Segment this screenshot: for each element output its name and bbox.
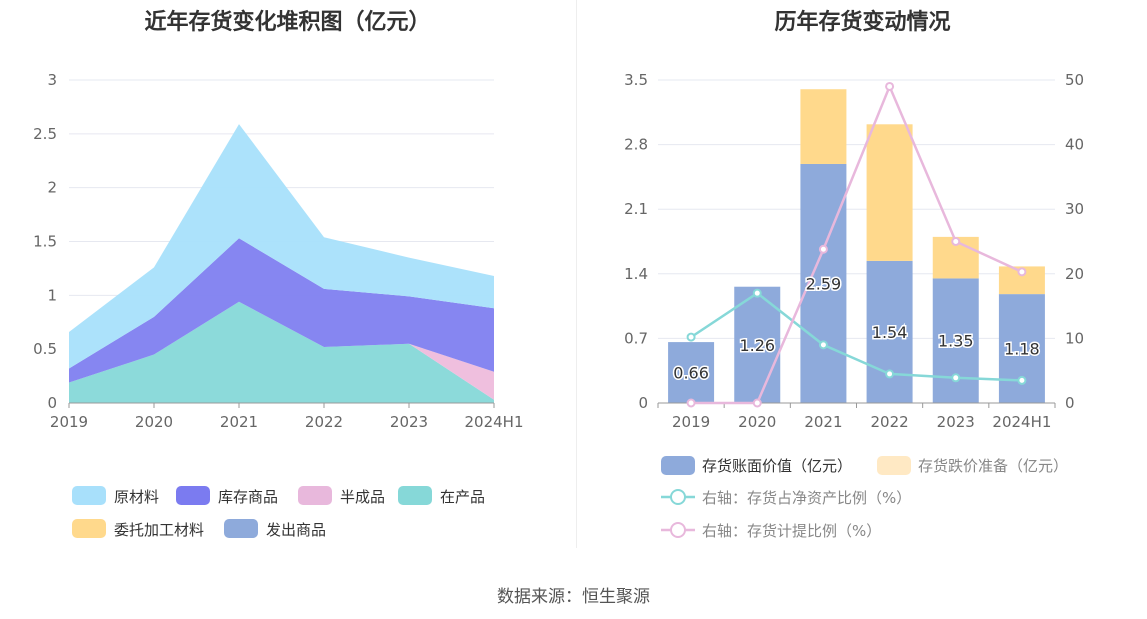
ratio-line-point (951, 237, 961, 246)
left-legend-swatch (298, 486, 332, 505)
right-y-tick-label: 0 (638, 394, 648, 412)
right-chart-title: 历年存货变动情况 (774, 10, 951, 35)
ratio-line (691, 83, 1023, 405)
right-y-tick-label: 3.5 (624, 71, 648, 89)
left-y-tick-label: 3 (47, 71, 57, 89)
area-series (69, 124, 494, 369)
ratio-line-point (752, 288, 762, 298)
bar-impairment (866, 124, 913, 261)
right-y-tick-label: 0.7 (624, 329, 648, 347)
right-legend-label: 右轴：存货占净资产比例（%） (702, 489, 911, 507)
right-y-tick-label: 1.4 (624, 265, 648, 283)
right-legend-label: 右轴：存货计提比例（%） (702, 522, 881, 540)
bar-value-label: 1.26 (739, 336, 775, 355)
left-legend-swatch (72, 519, 106, 538)
left-legend-label: 发出商品 (266, 521, 326, 539)
right-y2-tick-label: 50 (1065, 71, 1084, 89)
ratio-line-point (1017, 375, 1027, 385)
charts-canvas: 0 0.5 1 1.5 2 2.5 3 2019 2020 2021 2022 2023 2024H1 原… (33, 71, 1084, 540)
ratio-line (690, 291, 1022, 382)
left-x-tick-label: 2020 (135, 413, 173, 431)
area-series (69, 238, 494, 383)
right-y2-tick-label: 10 (1065, 329, 1084, 347)
ratio-line-point (885, 81, 895, 91)
right-x-tick-label: 2019 (672, 413, 710, 431)
bar-value-label: 1.35 (938, 332, 974, 351)
left-x-tick-label: 2021 (220, 413, 258, 431)
left-x-tick-label: 2019 (50, 413, 88, 431)
left-legend-label: 库存商品 (218, 488, 278, 506)
ratio-line-point (752, 398, 762, 408)
left-x-tick-label: 2022 (305, 413, 343, 431)
left-legend-label: 原材料 (114, 488, 159, 506)
right-legend-swatch (661, 456, 695, 475)
bar-book-value (668, 342, 715, 403)
right-y2-tick-label: 0 (1065, 394, 1075, 412)
right-y2-tick-label: 20 (1065, 265, 1084, 283)
bar-value-label: 0.66 (673, 364, 709, 383)
ratio-line-point (818, 244, 828, 254)
left-legend-swatch (72, 486, 106, 505)
right-x-tick-label: 2022 (870, 413, 908, 431)
left-y-tick-label: 0 (47, 394, 57, 412)
bar-impairment (800, 89, 847, 164)
right-x-tick-label: 2020 (738, 413, 776, 431)
right-y-tick-label: 2.1 (624, 200, 648, 218)
right-x-tick-label: 2021 (804, 413, 842, 431)
ratio-line-point (1017, 267, 1027, 277)
right-y2-tick-label: 40 (1065, 136, 1084, 154)
bar-value-label: 2.59 (806, 274, 842, 293)
left-y-tick-label: 2 (47, 179, 57, 197)
data-source: 数据来源：恒生聚源 (497, 587, 650, 607)
left-legend-label: 委托加工材料 (114, 521, 204, 539)
right-legend-marker (670, 489, 686, 505)
bar-value-label: 1.54 (872, 323, 908, 342)
left-legend-swatch (398, 486, 432, 505)
left-y-tick-label: 0.5 (33, 340, 57, 358)
left-legend-label: 半成品 (340, 488, 385, 506)
right-legend-marker (670, 522, 686, 538)
panel-divider (576, 0, 577, 548)
left-legend-swatch (224, 519, 258, 538)
right-legend-swatch (877, 456, 911, 475)
left-x-tick-label: 2023 (390, 413, 428, 431)
bar-value-label: 1.18 (1004, 340, 1040, 359)
left-y-tick-label: 2.5 (33, 125, 57, 143)
left-x-tick-label: 2024H1 (465, 413, 524, 431)
ratio-line-point (818, 340, 828, 350)
left-legend-swatch (176, 486, 210, 505)
left-chart-title: 近年存货变化堆积图（亿元） (144, 10, 431, 35)
bar-book-value (866, 260, 913, 403)
right-y2-tick-label: 30 (1065, 200, 1084, 218)
left-y-tick-label: 1 (47, 286, 57, 304)
left-y-tick-label: 1.5 (33, 233, 57, 251)
ratio-line-point (686, 398, 696, 408)
right-y-tick-label: 2.8 (624, 136, 648, 154)
right-x-tick-label: 2024H1 (992, 413, 1051, 431)
left-legend-label: 在产品 (440, 488, 485, 506)
ratio-line-point (885, 369, 895, 379)
ratio-line-point (951, 373, 961, 383)
right-legend-label: 存货跌价准备（亿元） (918, 457, 1068, 475)
ratio-line-point (686, 332, 696, 342)
right-legend-label: 存货账面价值（亿元） (702, 457, 852, 475)
right-x-tick-label: 2023 (937, 413, 975, 431)
area-series (69, 301, 494, 403)
